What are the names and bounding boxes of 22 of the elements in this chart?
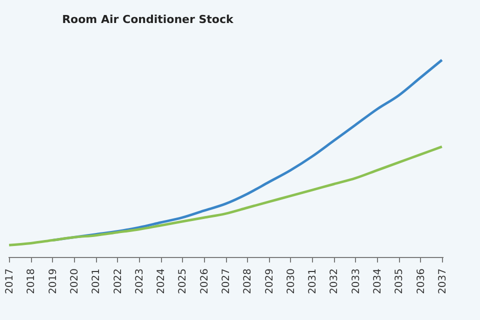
x-tick-label: 2025 [178,268,189,294]
x-tick-label: 2034 [372,268,384,294]
x-tick-label: 2023 [134,268,146,294]
x-tick-label: 2032 [329,268,340,294]
x-tick-label: 2021 [91,268,102,294]
x-tick-label: 2017 [4,268,16,294]
x-tick-label: 2020 [70,268,81,294]
x-tick-label: 2030 [286,268,297,294]
x-tick-label: 2029 [264,268,276,294]
x-tick-label: 2026 [199,268,210,294]
x-tick-label: 2028 [242,268,254,294]
chart-title: Room Air Conditioner Stock [62,12,234,26]
x-tick-label: 2027 [221,268,232,294]
x-tick-label: 2019 [48,268,59,294]
x-tick-label: 2031 [308,268,319,294]
x-tick-label: 2022 [112,268,124,294]
x-tick-label: 2036 [416,268,427,294]
x-tick-label: 2018 [26,268,38,294]
x-tick-label: 2024 [156,268,168,294]
x-tick-label: 2035 [394,268,406,294]
x-tick-label: 2033 [350,268,362,294]
x-tick-label: 2037 [437,268,448,294]
